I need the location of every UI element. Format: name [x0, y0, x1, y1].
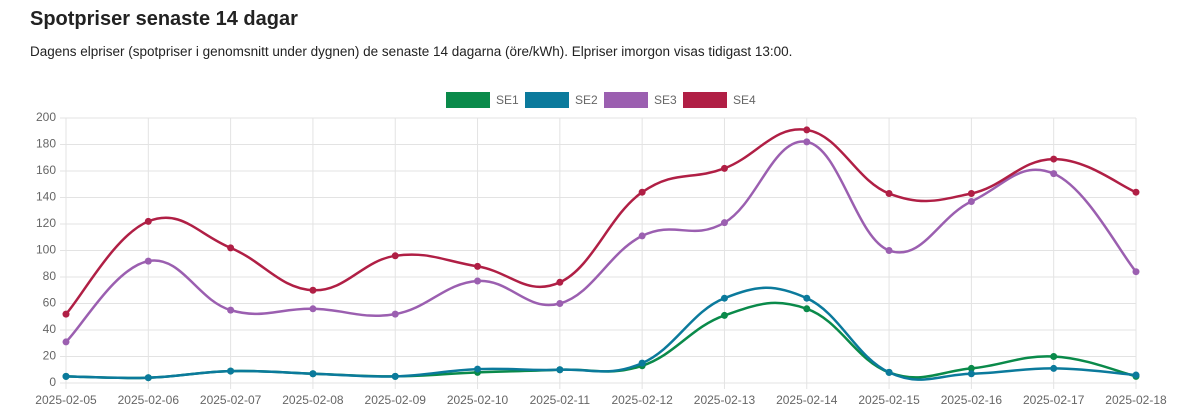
x-tick-label: 2025-02-10 — [447, 393, 509, 407]
point — [1132, 371, 1140, 379]
y-tick-label: 180 — [36, 137, 56, 151]
title: Spotpriser senaste 14 dagar — [30, 8, 298, 30]
y-tick-label: 80 — [43, 269, 57, 283]
point — [227, 367, 235, 375]
legend-label: SE1 — [496, 93, 519, 107]
point — [967, 364, 975, 372]
point — [1050, 353, 1058, 360]
x-tick-label: 2025-02-07 — [200, 393, 262, 407]
point — [967, 190, 975, 198]
point — [885, 368, 893, 376]
point — [227, 306, 235, 314]
point — [391, 252, 399, 260]
series-line — [65, 128, 1137, 315]
point — [638, 232, 646, 240]
point — [638, 188, 646, 196]
legend-label: SE4 — [733, 93, 756, 107]
x-tick-label: 2025-02-05 — [35, 393, 97, 407]
legend-swatch — [604, 92, 648, 108]
point — [144, 374, 152, 382]
point — [309, 305, 317, 313]
point — [885, 190, 893, 198]
y-tick-label: 160 — [36, 163, 56, 177]
x-tick-label: 2025-02-09 — [365, 393, 427, 407]
point — [62, 310, 70, 318]
point — [1050, 170, 1058, 178]
point — [967, 197, 975, 205]
point — [720, 164, 728, 172]
point — [309, 286, 317, 294]
point — [144, 217, 152, 225]
point — [720, 311, 728, 319]
y-tick-label: 40 — [43, 322, 57, 336]
x-tick-label: 2025-02-18 — [1105, 393, 1167, 407]
x-tick-label: 2025-02-14 — [776, 393, 838, 407]
point — [144, 257, 152, 265]
legend-label: SE2 — [575, 93, 598, 107]
point — [474, 262, 482, 270]
point — [803, 305, 811, 313]
legend-swatch — [446, 92, 490, 108]
y-tick-label: 200 — [36, 110, 56, 124]
point — [803, 126, 811, 134]
point — [556, 278, 564, 286]
point — [474, 365, 482, 373]
point — [1132, 188, 1140, 196]
point — [720, 294, 728, 302]
x-tick-label: 2025-02-06 — [118, 393, 180, 407]
legend-swatch — [525, 92, 569, 108]
series-line — [65, 301, 1137, 380]
x-tick-label: 2025-02-17 — [1023, 393, 1085, 407]
series-line — [65, 140, 1137, 343]
y-tick-label: 0 — [49, 375, 56, 389]
point — [1132, 268, 1140, 276]
point — [309, 370, 317, 378]
point — [1050, 155, 1058, 163]
point — [474, 277, 482, 285]
point — [391, 310, 399, 318]
subtitle: Dagens elpriser (spotpriser i genomsnitt… — [30, 44, 793, 59]
point — [720, 219, 728, 227]
point — [556, 300, 564, 307]
x-tick-label: 2025-02-16 — [941, 393, 1003, 407]
point — [1050, 364, 1058, 372]
x-tick-label: 2025-02-08 — [282, 393, 344, 407]
point — [803, 138, 811, 146]
y-tick-label: 100 — [36, 243, 56, 257]
y-tick-label: 120 — [36, 216, 56, 230]
point — [967, 370, 975, 378]
point — [391, 372, 399, 380]
point — [62, 338, 70, 346]
point — [885, 247, 893, 254]
x-tick-label: 2025-02-13 — [694, 393, 756, 407]
x-tick-label: 2025-02-11 — [530, 393, 591, 407]
y-tick-label: 20 — [43, 349, 57, 363]
point — [803, 294, 811, 302]
point — [227, 244, 235, 252]
x-tick-label: 2025-02-15 — [858, 393, 920, 407]
y-tick-label: 60 — [43, 296, 57, 310]
point — [556, 366, 564, 374]
legend-swatch — [683, 92, 727, 108]
y-tick-label: 140 — [36, 190, 56, 204]
legend-label: SE3 — [654, 93, 677, 107]
point — [638, 359, 646, 367]
point — [62, 372, 70, 380]
x-tick-label: 2025-02-12 — [611, 393, 673, 407]
series-line — [65, 286, 1137, 381]
